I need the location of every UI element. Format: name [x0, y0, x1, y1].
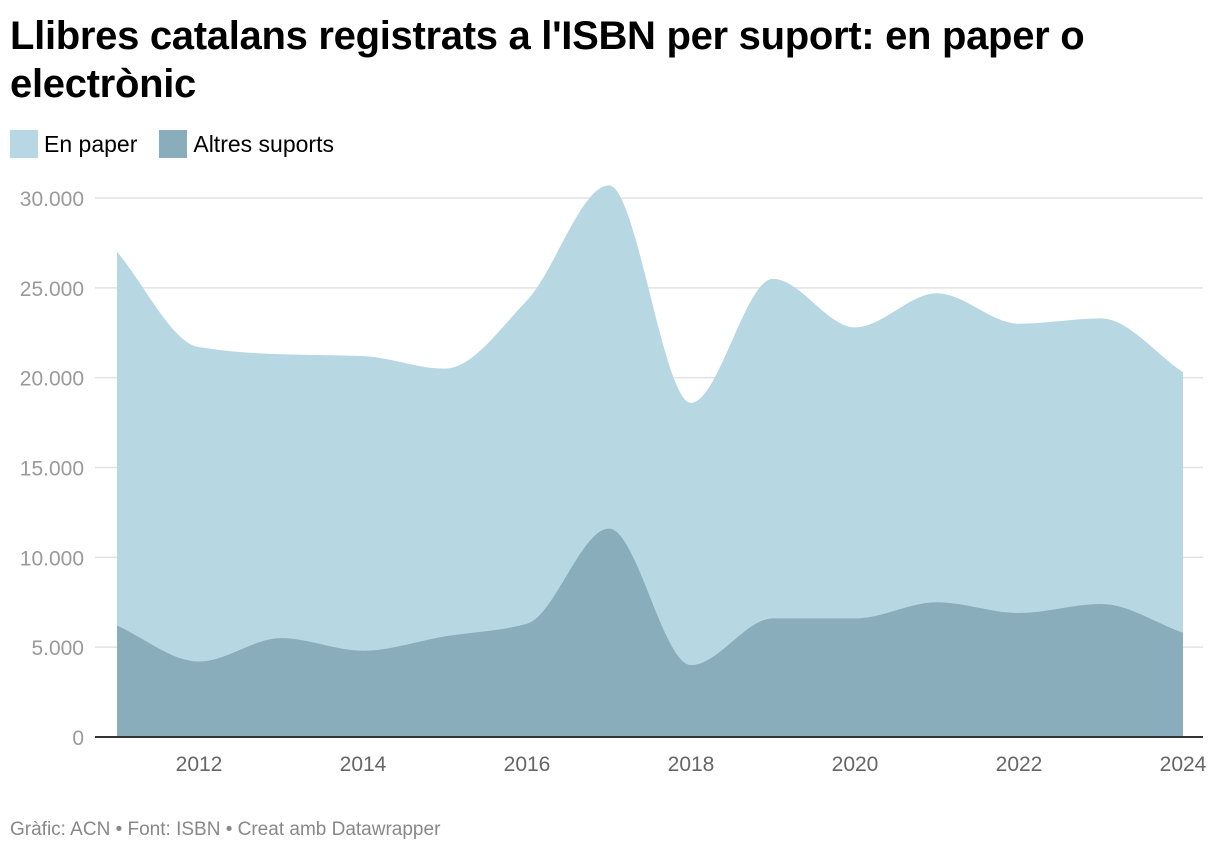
- legend-swatch-en-paper: [10, 130, 38, 158]
- legend-swatch-altres-suports: [159, 130, 188, 158]
- y-tick-label: 0: [72, 727, 84, 750]
- y-tick-label: 30.000: [20, 188, 84, 211]
- y-tick-label: 20.000: [20, 368, 84, 391]
- legend-label-en-paper: En paper: [44, 130, 138, 157]
- y-tick-label: 25.000: [20, 278, 84, 301]
- legend: En paper Altres suports: [10, 130, 356, 158]
- chart-title: Llibres catalans registrats a l'ISBN per…: [10, 14, 1085, 106]
- legend-label-altres-suports: Altres suports: [193, 130, 334, 157]
- area-en-paper: [117, 185, 1183, 737]
- legend-item-altres-suports: Altres suports: [159, 130, 334, 158]
- chart-footer: Gràfic: ACN • Font: ISBN • Creat amb Dat…: [10, 819, 441, 840]
- x-tick-label: 2020: [832, 753, 879, 776]
- y-tick-label: 15.000: [20, 458, 84, 481]
- x-tick-label: 2024: [1160, 753, 1207, 776]
- area-altres-suports: [117, 528, 1183, 737]
- y-tick-label: 10.000: [20, 547, 84, 570]
- y-tick-label: 5.000: [31, 637, 84, 660]
- x-tick-label: 2014: [340, 753, 387, 776]
- x-tick-label: 2018: [668, 753, 715, 776]
- legend-item-en-paper: En paper: [10, 130, 137, 158]
- x-tick-label: 2012: [176, 753, 223, 776]
- x-tick-label: 2022: [996, 753, 1043, 776]
- x-tick-label: 2016: [504, 753, 551, 776]
